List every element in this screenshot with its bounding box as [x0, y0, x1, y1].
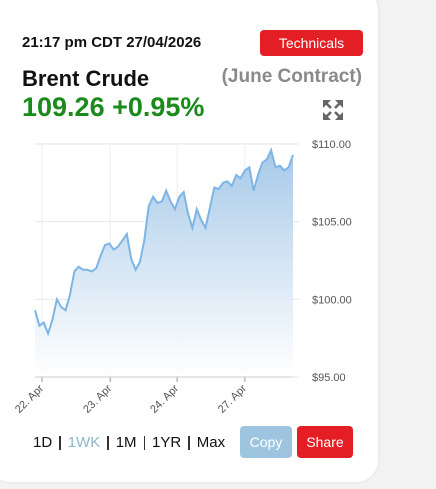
price-line: 109.26 +0.95% [22, 92, 204, 123]
area [35, 150, 293, 377]
y-tick-label: $105.00 [312, 217, 352, 229]
range-option[interactable]: 1M [115, 434, 137, 451]
y-tick-label: $110.00 [312, 139, 351, 151]
expand-icon[interactable] [322, 99, 344, 121]
share-button[interactable]: Share [297, 426, 353, 458]
separator [188, 435, 190, 450]
technicals-button[interactable]: Technicals [260, 30, 363, 56]
range-selector: 1D 1WK 1M 1YR Max [33, 434, 225, 451]
copy-button[interactable]: Copy [240, 426, 292, 458]
separator [107, 435, 109, 450]
y-tick-label: $100.00 [312, 294, 352, 306]
x-tick-label: 22. Apr [13, 382, 46, 415]
range-option[interactable]: 1D [33, 434, 53, 451]
y-tick-label: $95.00 [312, 372, 346, 384]
instrument-title: Brent Crude [22, 66, 150, 91]
range-option[interactable]: 1YR [152, 434, 182, 451]
separator [143, 435, 146, 450]
chart: $95.00 $100.00 $105.00 $110.00 22. Apr 23. Ap… [13, 139, 352, 416]
range-option[interactable]: 1WK [67, 434, 101, 451]
change: +0.95% [112, 92, 205, 122]
range-option[interactable]: Max [196, 434, 226, 451]
timestamp: 21:17 pm CDT 27/04/2026 [22, 34, 202, 51]
separator [59, 435, 61, 450]
x-tick-label: 24. Apr [148, 382, 181, 415]
price: 109.26 [22, 92, 105, 122]
line [34, 147, 294, 337]
x-tick-label: 23. Apr [81, 382, 114, 415]
contract: (June Contract) [221, 66, 362, 87]
x-tick-label: 27. Apr [216, 382, 249, 415]
